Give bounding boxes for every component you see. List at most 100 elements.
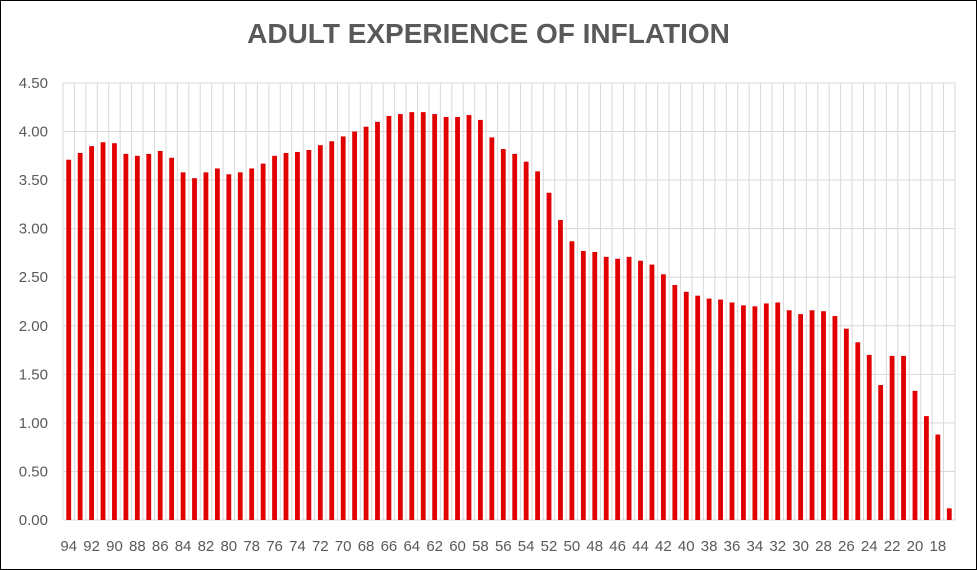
bar-19 [924, 416, 929, 520]
bar-43 [649, 264, 655, 520]
bar-66 [386, 116, 392, 521]
bar-54 [523, 161, 529, 520]
gridlines [62, 82, 956, 521]
y-tick-label: 0.50 [19, 463, 48, 480]
bar-81 [214, 168, 220, 521]
x-tick-label: 62 [426, 538, 443, 555]
x-tick-label: 28 [815, 538, 832, 555]
bar-33 [763, 303, 769, 520]
bar-87 [146, 153, 152, 520]
x-tick-label: 18 [930, 538, 947, 555]
bar-52 [546, 192, 552, 521]
x-axis-ticks: 94 92 90 88 86 84 82 80 78 76 74 72 70 68 66 64 62 60 58 56… [60, 538, 946, 555]
x-tick-label: 60 [449, 538, 466, 555]
x-tick-label: 64 [403, 538, 420, 555]
bars [66, 112, 952, 521]
bar-45 [626, 256, 632, 520]
bar-67 [375, 121, 380, 520]
x-tick-label: 70 [335, 538, 352, 555]
chart-title: ADULT EXPERIENCE OF INFLATION [247, 18, 730, 49]
y-tick-label: 0.00 [19, 512, 48, 529]
bar-36 [729, 302, 735, 520]
bar-26 [843, 328, 849, 520]
bar-53 [535, 171, 540, 521]
bar-35 [741, 305, 746, 520]
x-tick-label: 42 [655, 538, 672, 555]
bar-90 [112, 143, 117, 520]
bar-17 [946, 508, 952, 520]
bar-88 [134, 155, 140, 521]
bar-79 [237, 172, 243, 520]
y-tick-label: 3.00 [19, 221, 48, 238]
x-tick-label: 80 [220, 538, 237, 555]
bar-25 [855, 342, 861, 520]
bar-62 [432, 114, 438, 520]
x-tick-label: 50 [564, 538, 581, 555]
x-tick-label: 88 [129, 538, 146, 555]
bar-89 [123, 153, 129, 520]
bar-37 [718, 299, 723, 520]
bar-59 [466, 115, 472, 521]
y-tick-label: 1.50 [19, 366, 48, 383]
bar-63 [420, 112, 426, 520]
x-tick-label: 38 [701, 538, 718, 555]
y-tick-label: 4.00 [19, 124, 48, 141]
bar-92 [89, 146, 94, 520]
bar-50 [569, 241, 575, 520]
x-tick-label: 36 [724, 538, 741, 555]
bar-21 [901, 355, 906, 520]
x-tick-label: 68 [358, 538, 375, 555]
bar-84 [180, 172, 186, 520]
x-tick-label: 22 [884, 538, 901, 555]
x-tick-label: 74 [289, 538, 306, 555]
bar-60 [455, 116, 460, 520]
bar-91 [100, 142, 106, 520]
x-tick-label: 34 [747, 538, 764, 555]
x-tick-label: 48 [586, 538, 603, 555]
bar-76 [272, 155, 277, 521]
bar-24 [866, 354, 872, 520]
bar-18 [935, 434, 941, 520]
bar-86 [157, 150, 163, 520]
bar-83 [192, 178, 197, 520]
bar-69 [352, 131, 358, 521]
x-tick-label: 46 [609, 538, 626, 555]
bar-41 [672, 284, 678, 520]
bar-61 [443, 116, 449, 520]
x-tick-label: 78 [243, 538, 260, 555]
bar-49 [580, 251, 586, 520]
bar-29 [809, 310, 815, 520]
bar-48 [592, 251, 598, 520]
bar-31 [786, 310, 792, 520]
bar-55 [512, 153, 518, 520]
bar-38 [706, 298, 712, 520]
bar-44 [638, 260, 643, 520]
y-tick-label: 1.00 [19, 415, 48, 432]
bar-51 [558, 219, 563, 520]
bar-39 [695, 295, 701, 520]
bar-65 [397, 114, 403, 520]
x-tick-label: 92 [83, 538, 100, 555]
bar-28 [821, 311, 826, 520]
x-tick-label: 82 [198, 538, 215, 555]
bar-80 [226, 174, 232, 521]
x-tick-label: 54 [518, 538, 535, 555]
bar-74 [295, 151, 300, 520]
bar-27 [832, 316, 838, 520]
bar-64 [409, 112, 415, 520]
bar-42 [660, 274, 666, 520]
y-axis-ticks: 0.00 0.50 1.00 1.50 2.00 2.50 3.00 3.50 4.00 4.50 [19, 75, 48, 529]
bar-78 [249, 168, 255, 521]
bar-72 [317, 145, 323, 520]
x-tick-label: 24 [861, 538, 878, 555]
bar-82 [203, 172, 209, 520]
bar-23 [878, 385, 884, 520]
bar-22 [889, 355, 895, 520]
x-tick-label: 20 [907, 538, 924, 555]
x-tick-label: 94 [60, 538, 77, 555]
bar-94 [66, 159, 72, 520]
x-tick-label: 84 [175, 538, 192, 555]
bar-34 [752, 306, 758, 520]
bar-40 [683, 291, 689, 520]
